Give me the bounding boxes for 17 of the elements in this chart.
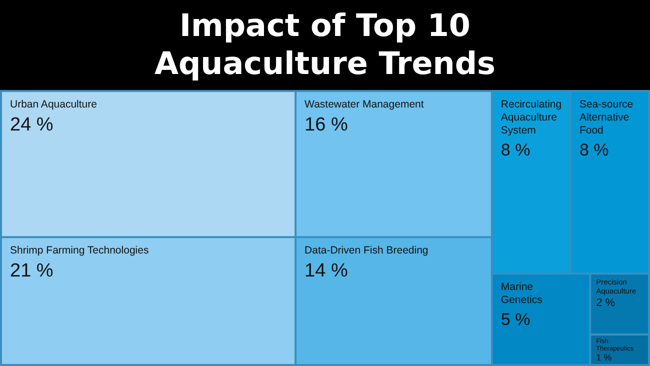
category-label: Marine Genetics	[500, 281, 542, 306]
data-label: 5 %	[500, 310, 530, 330]
data-label: 1 %	[596, 352, 612, 363]
data-label: 21 %	[10, 260, 54, 282]
category-label: Shrimp Farming Technologies	[10, 244, 149, 257]
data-label: 16 %	[304, 114, 348, 136]
data-label: 24 %	[10, 114, 54, 136]
data-label: 2 %	[596, 297, 616, 310]
category-label: Wastewater Management	[304, 98, 424, 110]
data-label: 8 %	[579, 140, 609, 160]
category-label: Data-Driven Fish Breeding	[304, 244, 428, 257]
category-label: Urban Aquaculture	[10, 98, 98, 110]
text: Impact of Top 10 Aquaculture Trends	[154, 7, 496, 84]
data-label: 8 %	[500, 140, 530, 160]
category-label: Sea-source Alternative Food	[579, 98, 634, 136]
data-label: 14 %	[304, 260, 348, 282]
category-label: Recirculating Aquaculture System	[500, 98, 562, 136]
